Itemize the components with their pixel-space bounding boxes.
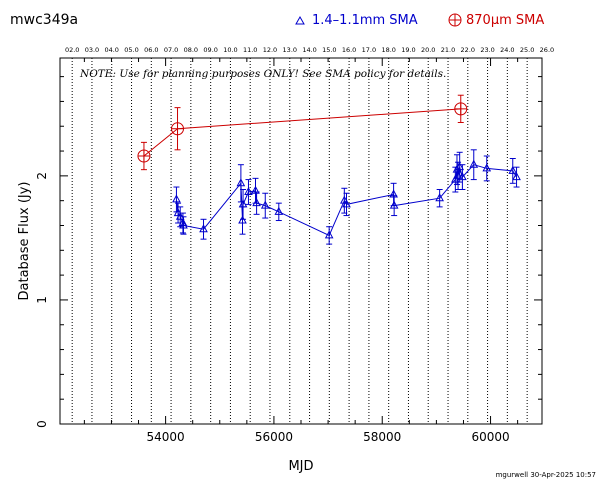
data-point bbox=[178, 217, 188, 227]
legend-label-submm: 870μm SMA bbox=[466, 13, 544, 28]
x-tick-label: 54000 bbox=[147, 430, 185, 444]
error-bar bbox=[343, 192, 350, 217]
error-bar bbox=[326, 226, 333, 245]
top-axis-label: 25.0 bbox=[520, 46, 534, 54]
source-name: mwc349a bbox=[10, 12, 78, 28]
planning-note: NOTE: Use for planning purposes ONLY! Se… bbox=[79, 68, 446, 80]
data-point bbox=[469, 159, 479, 168]
x-axis: 54000 56000 58000 60000 bbox=[83, 58, 519, 444]
top-axis-label: 04.0 bbox=[104, 46, 118, 54]
error-bar bbox=[470, 149, 477, 181]
year-gridlines bbox=[71, 58, 528, 424]
x-axis-label: MJD bbox=[288, 459, 313, 474]
error-bar bbox=[253, 191, 260, 215]
error-bar bbox=[436, 189, 443, 208]
legend: 1.4–1.1mm SMA 870μm SMA bbox=[295, 13, 544, 28]
top-axis-label: 11.0 bbox=[243, 46, 257, 54]
data-point bbox=[452, 164, 462, 173]
top-axis-label: 07.0 bbox=[164, 46, 178, 54]
y-axis-label: Database Flux (Jy) bbox=[17, 182, 32, 301]
data-point bbox=[324, 230, 334, 239]
error-bar bbox=[459, 164, 466, 191]
top-axis-label: 19.0 bbox=[401, 46, 415, 54]
data-point bbox=[137, 149, 151, 163]
data-point bbox=[389, 189, 398, 198]
error-bar bbox=[513, 166, 520, 188]
top-axis-label: 15.0 bbox=[322, 46, 336, 54]
top-axis-label: 17.0 bbox=[362, 46, 376, 54]
data-point bbox=[179, 220, 188, 229]
error-bar bbox=[391, 195, 398, 217]
series-mm bbox=[172, 149, 521, 245]
data-point bbox=[251, 185, 260, 194]
error-bar bbox=[180, 216, 187, 235]
data-series bbox=[137, 94, 521, 245]
error-bar bbox=[262, 192, 269, 219]
data-point bbox=[512, 172, 521, 181]
series-submm bbox=[137, 94, 468, 171]
top-axis-label: 06.0 bbox=[144, 46, 158, 54]
error-bar bbox=[483, 155, 490, 182]
legend-circle-plus-icon bbox=[448, 13, 462, 27]
data-point bbox=[172, 194, 181, 203]
data-point bbox=[238, 199, 248, 208]
top-axis-label: 12.0 bbox=[263, 46, 277, 54]
top-axis-label: 18.0 bbox=[381, 46, 395, 54]
top-axis-label: 21.0 bbox=[441, 46, 455, 54]
footer-credit: mgurwell 30-Apr-2025 10:57 bbox=[496, 471, 596, 479]
top-axis-label: 09.0 bbox=[203, 46, 217, 54]
error-bar bbox=[275, 202, 282, 222]
top-axis-label: 26.0 bbox=[540, 46, 554, 54]
top-axis-labels: 02.0 03.0 04.0 05.0 06.0 07.0 08.0 09.0 10.0 11.0… bbox=[65, 46, 554, 54]
top-axis-label: 08.0 bbox=[184, 46, 198, 54]
data-point bbox=[171, 122, 185, 136]
data-point bbox=[274, 206, 284, 215]
error-bar bbox=[252, 177, 259, 204]
data-point bbox=[389, 200, 399, 209]
top-axis-label: 05.0 bbox=[124, 46, 138, 54]
data-point bbox=[508, 165, 518, 174]
data-point bbox=[199, 224, 208, 233]
top-axis-label: 22.0 bbox=[461, 46, 475, 54]
data-point bbox=[252, 198, 261, 207]
data-point bbox=[260, 200, 270, 209]
top-axis-label: 24.0 bbox=[500, 46, 514, 54]
top-axis-label: 14.0 bbox=[302, 46, 316, 54]
top-axis-label: 20.0 bbox=[421, 46, 435, 54]
top-axis-label: 23.0 bbox=[480, 46, 494, 54]
top-axis-label: 16.0 bbox=[342, 46, 356, 54]
y-tick-label: 1 bbox=[35, 296, 49, 304]
data-point bbox=[455, 162, 465, 171]
error-bar bbox=[240, 189, 247, 220]
data-point bbox=[482, 163, 492, 172]
data-point bbox=[435, 193, 444, 202]
y-axis: 0 1 2 bbox=[35, 76, 542, 428]
data-point bbox=[454, 102, 468, 116]
x-tick-label: 56000 bbox=[255, 430, 293, 444]
legend-triangle-icon bbox=[295, 15, 305, 25]
x-tick-label: 58000 bbox=[363, 430, 401, 444]
data-point bbox=[342, 199, 351, 208]
top-axis-label: 13.0 bbox=[283, 46, 297, 54]
top-axis-label: 02.0 bbox=[65, 46, 79, 54]
data-point bbox=[175, 211, 185, 220]
x-tick-label: 60000 bbox=[471, 430, 509, 444]
data-point bbox=[458, 172, 467, 181]
top-axis-label: 03.0 bbox=[85, 46, 99, 54]
data-point bbox=[236, 178, 246, 187]
data-point bbox=[244, 186, 253, 195]
error-bar bbox=[200, 218, 207, 240]
legend-label-mm: 1.4–1.1mm SMA bbox=[312, 13, 418, 28]
error-bar bbox=[245, 179, 252, 205]
y-tick-label: 0 bbox=[35, 420, 49, 428]
top-axis-label: 10.0 bbox=[223, 46, 237, 54]
y-tick-label: 2 bbox=[35, 172, 49, 180]
